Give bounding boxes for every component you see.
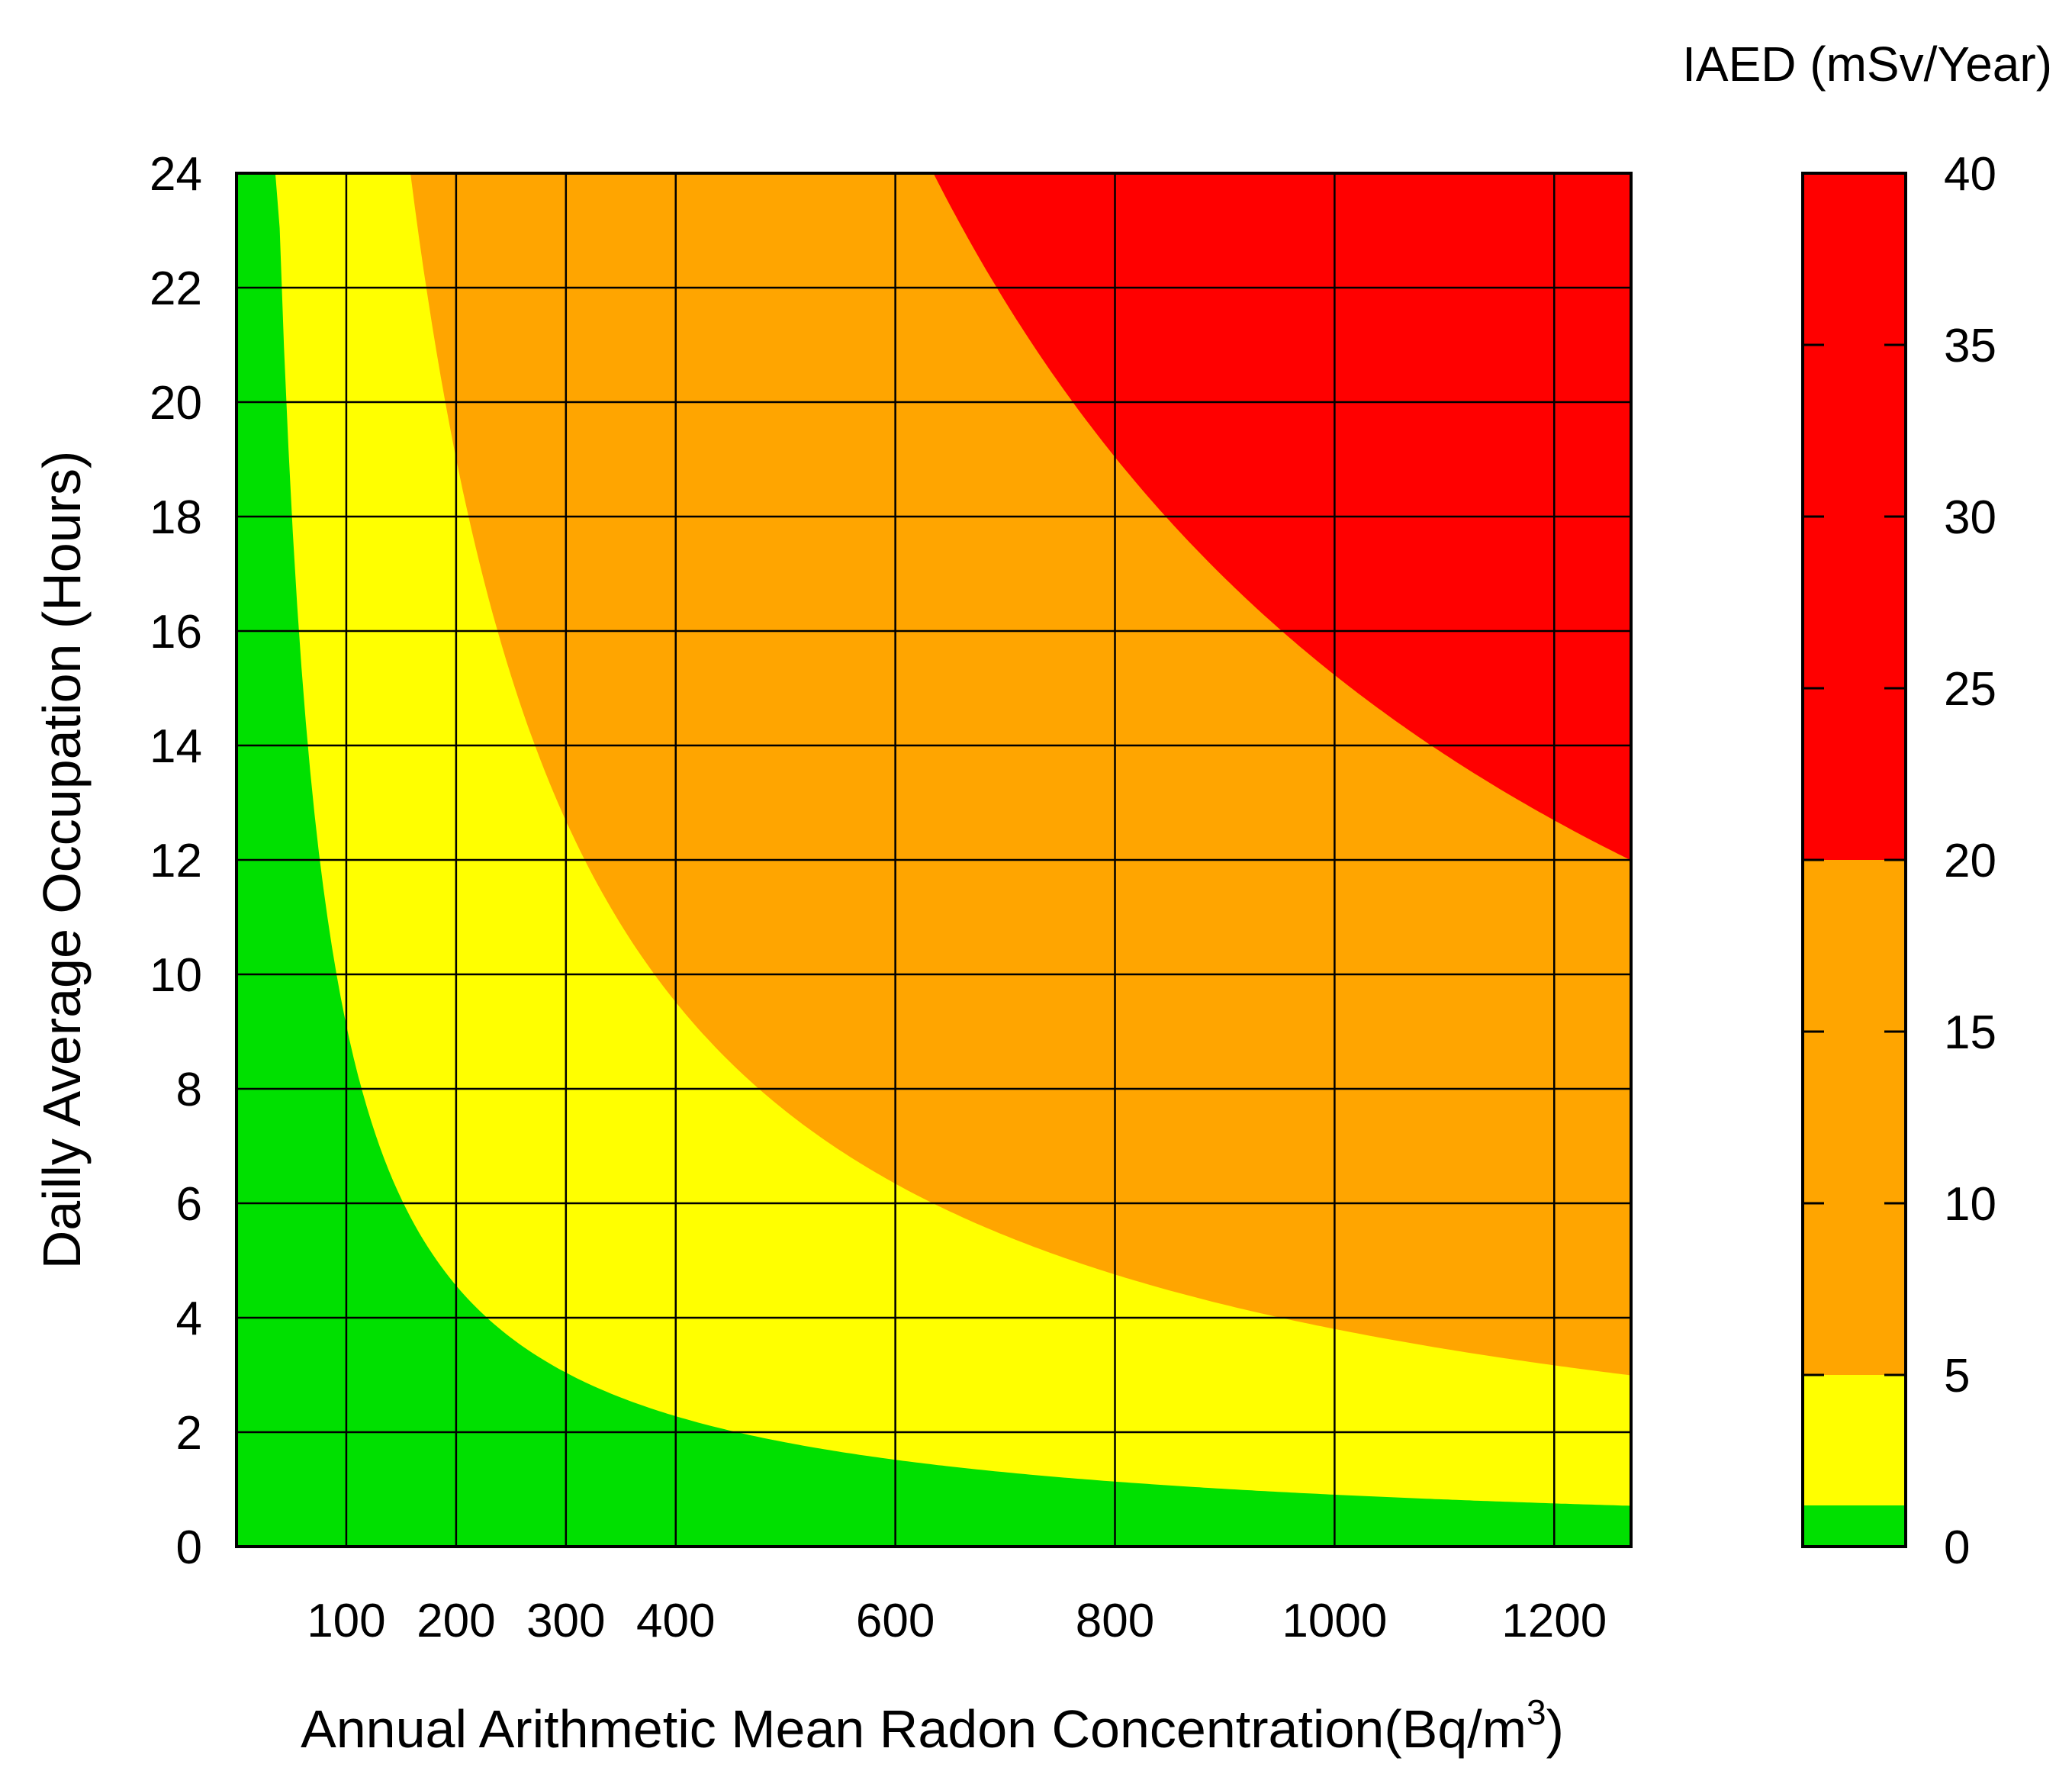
colorbar-ticks: 0 5 10 15 20 25 30 35 40 bbox=[1803, 148, 1996, 1574]
x-tick-label: 100 bbox=[307, 1595, 385, 1647]
y-tick-label: 2 bbox=[176, 1407, 202, 1460]
colorbar-tick-label: 20 bbox=[1944, 835, 1996, 887]
colorbar-tick-label: 25 bbox=[1944, 663, 1996, 716]
colorbar-tick-label: 40 bbox=[1944, 148, 1996, 201]
colorbar-band-3 bbox=[1803, 860, 1906, 1375]
y-tick-label: 20 bbox=[150, 377, 202, 430]
y-tick-label: 16 bbox=[150, 606, 202, 658]
y-tick-label: 18 bbox=[150, 491, 202, 544]
colorbar-band-1 bbox=[1803, 1505, 1906, 1547]
colorbar-tick-label: 30 bbox=[1944, 491, 1996, 544]
colorbar-tick-label: 0 bbox=[1944, 1521, 1970, 1574]
y-tick-label: 14 bbox=[150, 720, 202, 773]
plot-frame bbox=[235, 172, 1633, 1548]
x-axis-ticks: 100 200 300 400 600 800 1000 1200 bbox=[307, 1595, 1607, 1647]
colorbar-title: IAED (mSv/Year) bbox=[1682, 37, 2052, 92]
y-tick-label: 22 bbox=[150, 262, 202, 315]
x-tick-label: 1200 bbox=[1501, 1595, 1607, 1647]
y-tick-label: 12 bbox=[150, 835, 202, 887]
y-tick-label: 4 bbox=[176, 1293, 202, 1345]
colorbar-tick-label: 10 bbox=[1944, 1178, 1996, 1231]
colorbar-frame bbox=[1801, 172, 1907, 1548]
y-axis-title: Dailly Average Occupation (Hours) bbox=[32, 451, 92, 1270]
colorbar: 0 5 10 15 20 25 30 35 40 IAED (mSv/Year) bbox=[1682, 37, 2052, 1574]
colorbar-tick-label: 35 bbox=[1944, 320, 1996, 372]
y-tick-label: 6 bbox=[176, 1178, 202, 1231]
x-tick-label: 800 bbox=[1076, 1595, 1154, 1647]
colorbar-band-2 bbox=[1803, 1375, 1906, 1505]
colorbar-tick-label: 15 bbox=[1944, 1006, 1996, 1059]
x-tick-label: 1000 bbox=[1282, 1595, 1387, 1647]
x-tick-label: 600 bbox=[856, 1595, 935, 1647]
y-tick-label: 8 bbox=[176, 1064, 202, 1116]
y-tick-label: 0 bbox=[176, 1521, 202, 1574]
y-tick-label: 24 bbox=[150, 148, 202, 201]
x-axis-title: Annual Arithmetic Mean Radon Concentrati… bbox=[301, 1692, 1564, 1759]
grid-lines bbox=[236, 172, 1631, 1548]
x-tick-label: 200 bbox=[417, 1595, 495, 1647]
y-tick-label: 10 bbox=[150, 949, 202, 1002]
colorbar-tick-label: 5 bbox=[1944, 1350, 1970, 1402]
x-tick-label: 400 bbox=[636, 1595, 715, 1647]
heatmap-plot-area bbox=[235, 172, 1633, 1548]
x-tick-label: 300 bbox=[526, 1595, 605, 1647]
